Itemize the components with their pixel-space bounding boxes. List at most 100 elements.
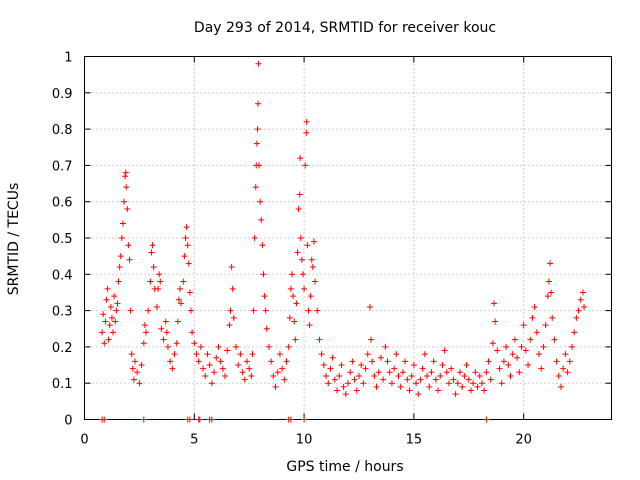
data-point — [483, 369, 490, 376]
data-point — [255, 60, 262, 67]
data-point — [140, 416, 147, 423]
data-point — [299, 271, 306, 278]
data-point — [454, 380, 461, 387]
data-point — [518, 343, 525, 350]
x-tick-label: 5 — [190, 433, 198, 448]
y-axis-title: SRMTID / TECUs — [6, 183, 22, 296]
data-point — [304, 242, 311, 249]
data-point — [248, 372, 255, 379]
data-point — [118, 235, 125, 241]
data-point — [551, 336, 558, 343]
y-tick-label: 0.9 — [52, 87, 73, 102]
data-point — [397, 383, 404, 390]
data-point — [351, 376, 358, 383]
data-point — [413, 380, 420, 387]
data-point — [171, 351, 178, 358]
data-point — [353, 387, 360, 394]
data-point — [476, 372, 483, 379]
data-point — [211, 369, 218, 376]
data-point — [415, 391, 422, 398]
data-point — [308, 256, 315, 263]
data-point — [410, 362, 417, 369]
data-point — [103, 296, 110, 303]
data-point — [327, 365, 334, 372]
data-point — [227, 307, 234, 314]
data-point — [340, 383, 347, 390]
data-point — [553, 358, 560, 365]
data-point — [435, 387, 442, 394]
data-point — [246, 365, 253, 372]
data-point — [437, 372, 444, 379]
data-point — [113, 307, 120, 314]
data-point — [149, 242, 156, 249]
data-point — [134, 369, 141, 376]
data-point — [388, 380, 395, 387]
x-axis-title: GPS time / hours — [286, 459, 403, 475]
data-point — [368, 336, 375, 343]
data-point — [158, 325, 165, 332]
data-point — [132, 358, 139, 365]
data-point — [150, 264, 157, 271]
data-point — [549, 314, 556, 321]
data-point — [382, 343, 389, 350]
data-point — [283, 358, 290, 365]
data-point — [511, 336, 518, 343]
data-point — [229, 285, 236, 292]
data-point — [380, 376, 387, 383]
data-point — [121, 198, 128, 205]
data-point — [110, 329, 117, 336]
data-point — [496, 365, 503, 372]
data-point — [505, 362, 512, 369]
data-point — [261, 293, 268, 300]
data-point — [126, 256, 133, 263]
data-point — [384, 358, 391, 365]
y-tick-label: 0.1 — [52, 377, 73, 392]
data-point — [564, 369, 571, 376]
y-tick-label: 1 — [64, 51, 72, 66]
data-point — [206, 362, 213, 369]
data-point — [272, 383, 279, 390]
data-point — [250, 307, 257, 314]
data-point — [514, 354, 521, 361]
data-point — [175, 296, 182, 303]
data-point — [123, 184, 130, 191]
data-point — [128, 351, 135, 358]
data-point — [174, 318, 181, 325]
data-point — [195, 358, 202, 365]
y-tick-label: 0.6 — [52, 196, 73, 211]
data-point — [491, 300, 498, 307]
data-point — [557, 383, 564, 390]
data-point — [474, 383, 481, 390]
data-point — [364, 351, 371, 358]
data-point — [338, 362, 345, 369]
data-point — [428, 369, 435, 376]
data-point — [303, 129, 310, 136]
data-point — [421, 351, 428, 358]
data-point — [309, 264, 316, 271]
data-point — [432, 376, 439, 383]
data-point — [573, 314, 580, 321]
data-point — [320, 362, 327, 369]
data-point — [112, 318, 119, 325]
data-point — [260, 271, 267, 278]
data-point — [186, 289, 193, 296]
data-point — [156, 271, 163, 278]
data-point — [560, 365, 567, 372]
data-point — [450, 376, 457, 383]
data-point — [303, 118, 310, 125]
data-point — [265, 343, 272, 350]
data-point — [100, 311, 107, 318]
data-point — [386, 369, 393, 376]
data-point — [443, 369, 450, 376]
data-point — [419, 365, 426, 372]
data-point — [362, 365, 369, 372]
data-point — [183, 224, 190, 231]
data-point — [298, 256, 305, 263]
data-point — [525, 362, 532, 369]
data-point — [417, 376, 424, 383]
data-point — [122, 169, 129, 176]
data-point — [323, 372, 330, 379]
data-point — [342, 391, 349, 398]
data-point — [310, 238, 317, 245]
